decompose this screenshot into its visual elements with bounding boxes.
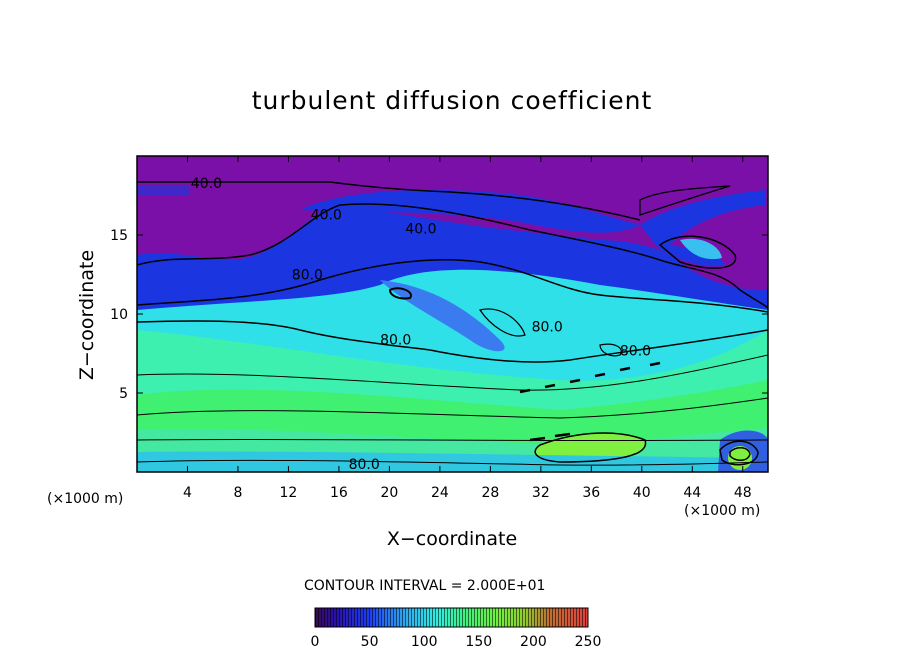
colorbar-ticks: 0 50 100 150 200 250 (311, 634, 602, 650)
colorbar-tick-label: 0 (311, 634, 320, 650)
colorbar-tick-label: 250 (575, 634, 602, 650)
chart-title: turbulent diffusion coefficient (251, 86, 653, 115)
contour-lines (137, 181, 768, 466)
x-tick-label: 8 (233, 485, 242, 501)
contour-label: 80.0 (349, 457, 380, 473)
colorbar-tick-label: 200 (520, 634, 547, 650)
x-tick-label: 24 (431, 485, 449, 501)
x-tick-label: 20 (380, 485, 398, 501)
y-axis-ticks: 5 10 15 (110, 228, 768, 402)
x-tick-label: 16 (330, 485, 348, 501)
x-unit-right: (×1000 m) (684, 503, 761, 519)
colorbar-stripes (315, 608, 588, 627)
x-axis-label: X−coordinate (386, 528, 518, 550)
contour-label: 40.0 (405, 222, 436, 238)
contour-label: 80.0 (292, 268, 323, 284)
x-tick-label: 36 (582, 485, 600, 501)
x-tick-label: 28 (481, 485, 499, 501)
heatmap-field (137, 156, 768, 472)
x-unit-left: (×1000 m) (47, 491, 124, 507)
colorbar: 0 50 100 150 200 250 (311, 607, 602, 650)
x-tick-label: 44 (683, 485, 701, 501)
colorbar-frame (314, 607, 589, 628)
contour-label: 40.0 (191, 176, 222, 192)
contour-label-group: 40.0 40.0 40.0 80.0 80.0 80.0 80.0 80.0 (191, 176, 651, 473)
y-tick-label: 10 (110, 307, 128, 323)
x-tick-label: 40 (633, 485, 651, 501)
x-tick-label: 32 (532, 485, 550, 501)
contour-label: 80.0 (532, 320, 563, 336)
colorbar-tick-label: 150 (465, 634, 492, 650)
contour-interval: CONTOUR INTERVAL = 2.000E+01 (304, 578, 546, 594)
y-tick-label: 15 (110, 228, 128, 244)
contour-label: 40.0 (311, 207, 342, 223)
x-tick-label: 48 (734, 485, 752, 501)
x-tick-label: 4 (183, 485, 192, 501)
contour-label: 80.0 (620, 343, 651, 359)
y-tick-label: 5 (119, 386, 128, 402)
colorbar-tick-label: 100 (411, 634, 438, 650)
x-axis-ticks: 4 8 12 16 20 24 28 32 36 40 44 48 (183, 156, 752, 501)
colorbar-tick-label: 50 (361, 634, 379, 650)
contour-label: 80.0 (380, 332, 411, 348)
x-tick-label: 12 (280, 485, 298, 501)
